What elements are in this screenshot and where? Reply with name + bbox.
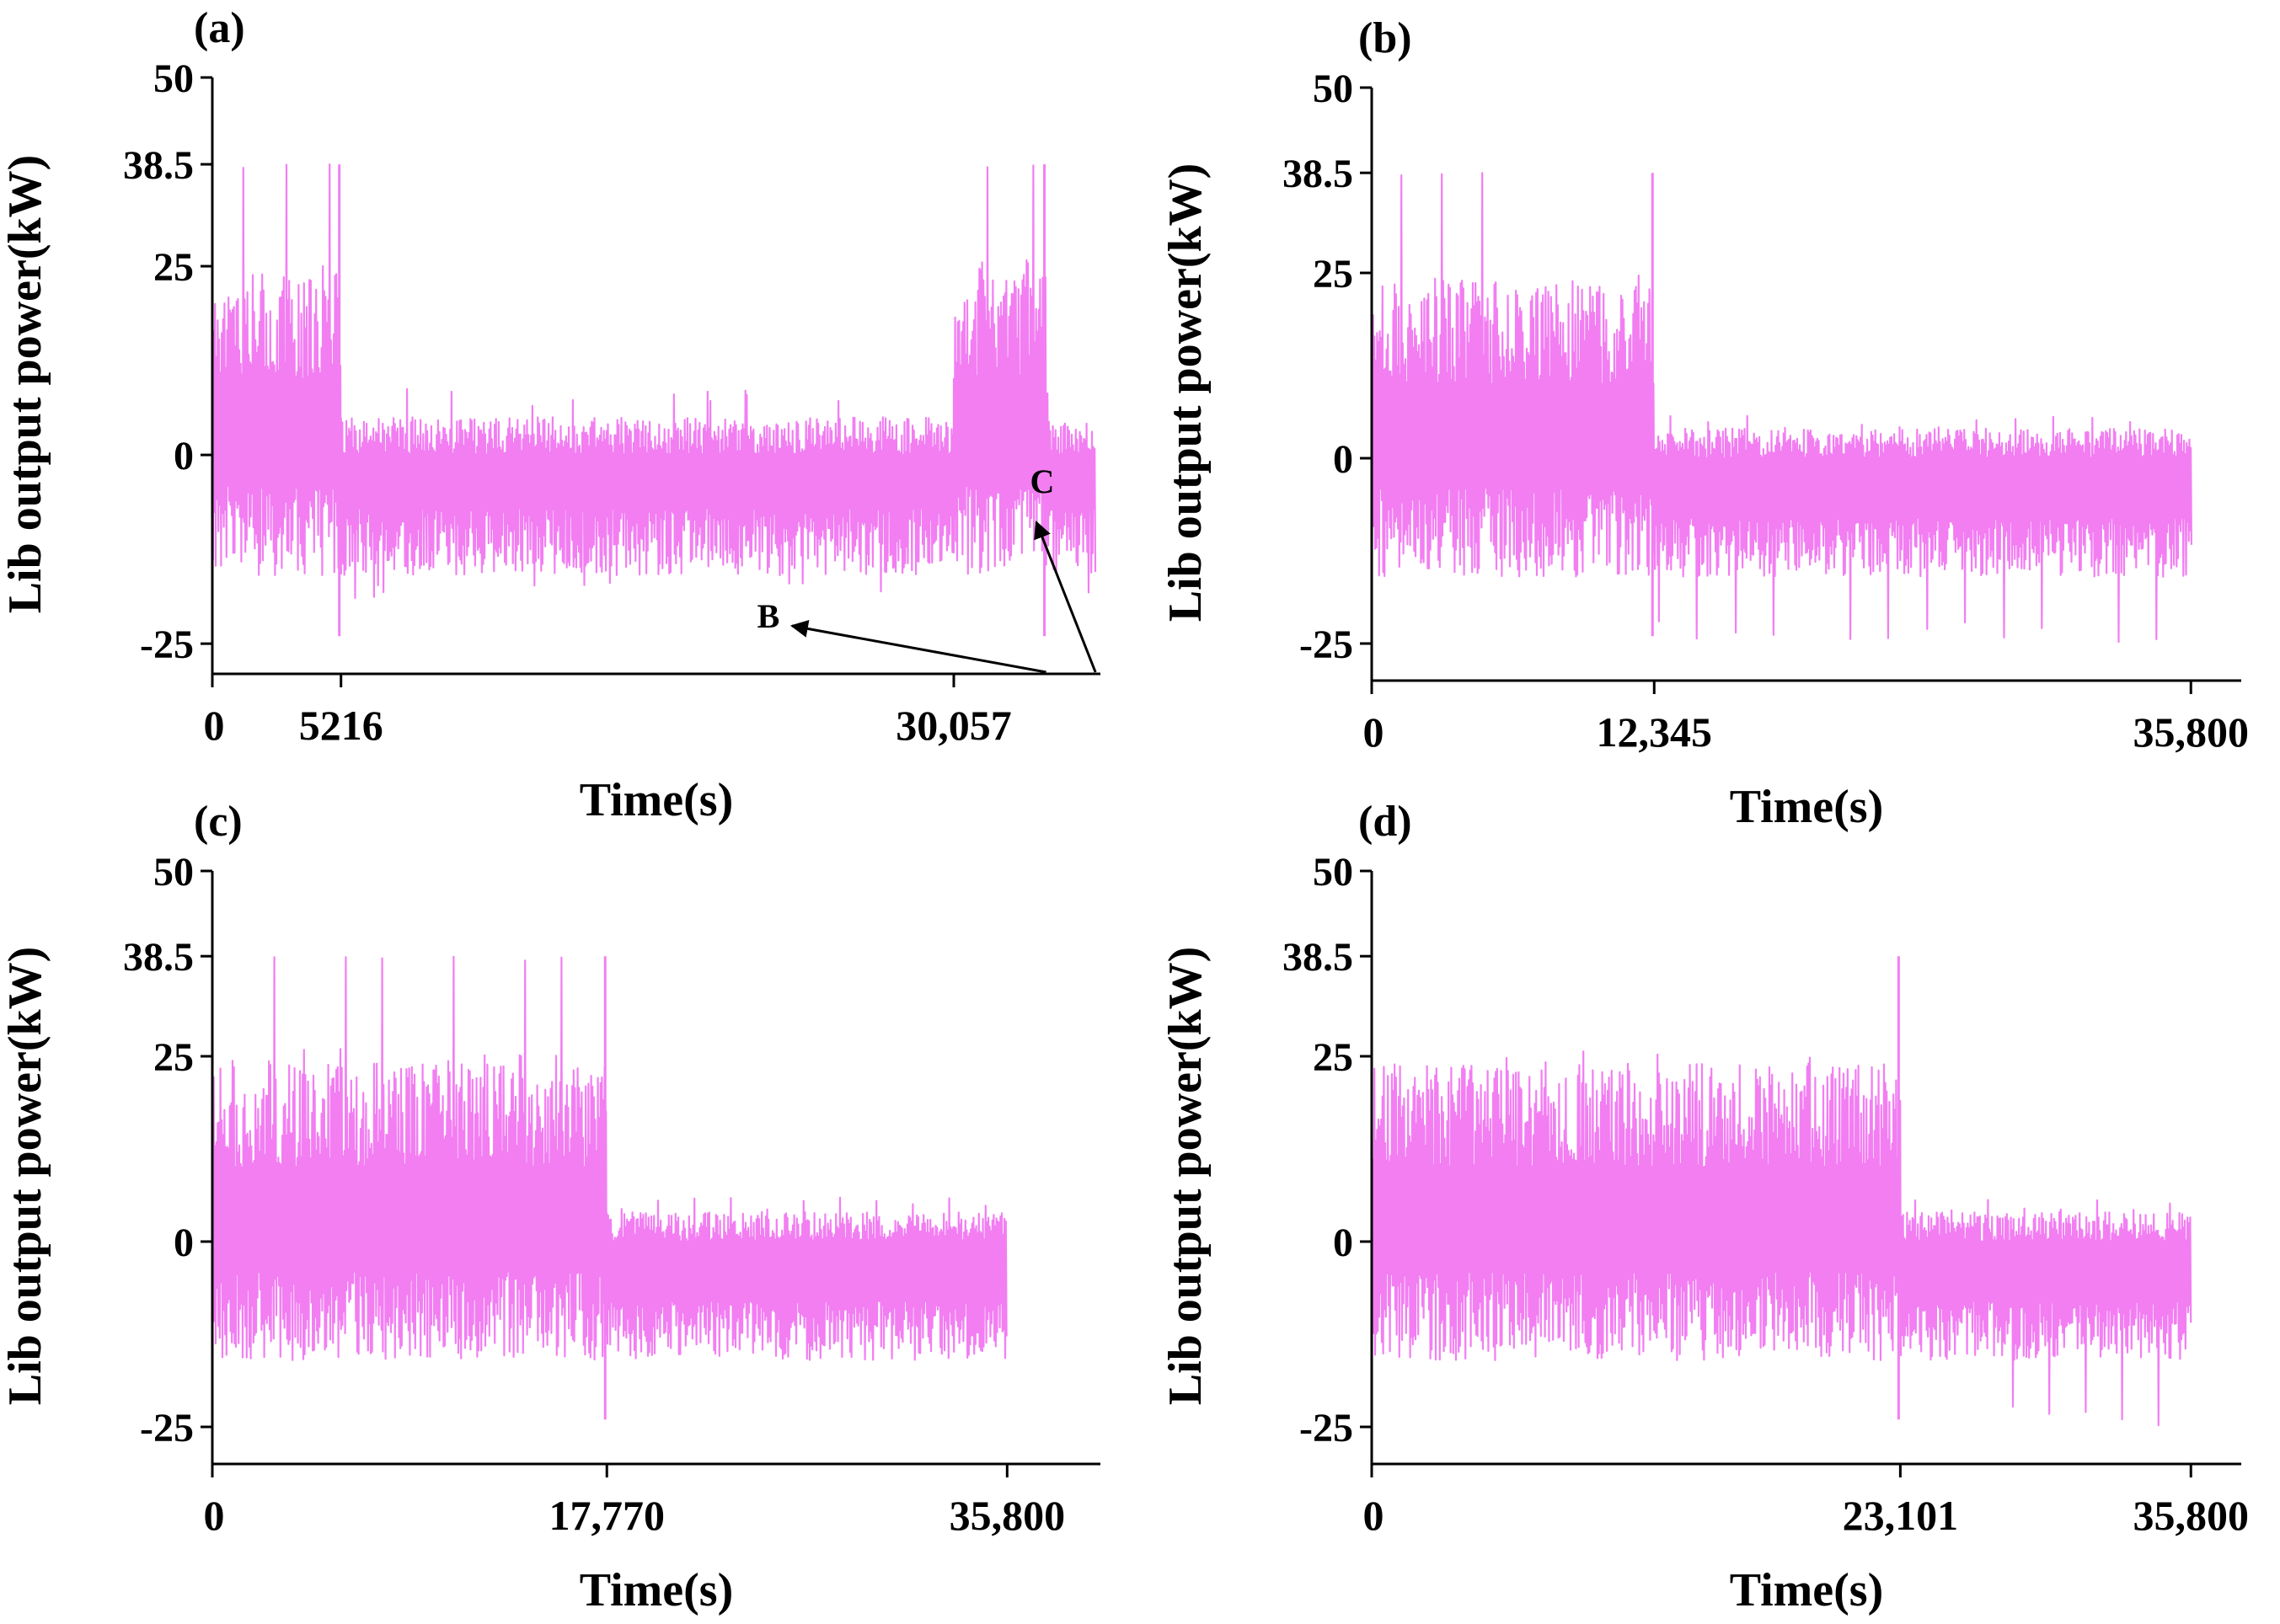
annotation-label-c: C [1030,462,1055,500]
x-tick-label: 5216 [299,702,383,749]
x-tick-label: 17,770 [549,1492,665,1539]
y-axis-title: Lib output power(kW) [1159,947,1212,1406]
y-tick-label: -25 [1299,622,1353,667]
panel-label: (c) [194,798,243,846]
y-tick-label: 0 [1333,437,1353,482]
y-axis-title: Lib output power(kW) [0,947,51,1406]
y-axis-title: Lib output power(kW) [1159,163,1212,622]
x-tick-label: 35,800 [2133,708,2250,756]
power-series-line [211,163,1097,599]
x-axis-title: Time(s) [580,774,734,826]
y-tick-label: -25 [1299,1406,1353,1450]
x-tick-label: 30,057 [896,702,1012,749]
y-tick-label: 0 [174,1221,194,1265]
y-tick-label: 0 [174,434,194,478]
y-tick-label: -25 [140,622,194,667]
annotation-label-b: B [757,597,780,635]
x-tick-label: 0 [1363,1492,1384,1539]
y-tick-label: 25 [1313,1035,1353,1080]
y-tick-label: 50 [153,850,194,895]
y-tick-label: 38.5 [123,935,194,980]
y-tick-label: -25 [140,1406,194,1450]
x-tick-label: 0 [204,702,225,749]
x-axis-title: Time(s) [1730,781,1884,833]
power-series-line [1370,1050,2192,1427]
annotation-arrow-c [1034,521,1097,673]
panel-label: (d) [1358,798,1412,846]
y-axis-title: Lib output power(kW) [0,155,51,614]
x-tick-label: 0 [1363,708,1384,756]
x-axis-title: Time(s) [580,1564,734,1616]
annotation-arrow-b [789,620,1046,674]
x-tick-label: 35,800 [2133,1492,2250,1539]
y-tick-label: 25 [153,245,194,290]
y-tick-label: 25 [153,1035,194,1080]
x-tick-label: 23,101 [1843,1492,1959,1539]
x-tick-label: 12,345 [1597,708,1713,756]
panel-label: (a) [194,4,245,52]
panel-label: (b) [1358,14,1412,62]
y-tick-label: 50 [1313,67,1353,111]
y-tick-label: 25 [1313,252,1353,296]
y-tick-label: 50 [1313,850,1353,895]
x-axis-title: Time(s) [1730,1564,1884,1616]
y-tick-label: 38.5 [123,143,194,188]
x-tick-label: 35,800 [950,1492,1066,1539]
y-tick-label: 50 [153,56,194,101]
y-tick-label: 38.5 [1282,935,1353,980]
power-series-line [1370,172,2192,644]
y-tick-label: 38.5 [1282,152,1353,196]
power-series-line [211,955,1008,1361]
x-tick-label: 0 [204,1492,225,1539]
y-tick-label: 0 [1333,1221,1353,1265]
